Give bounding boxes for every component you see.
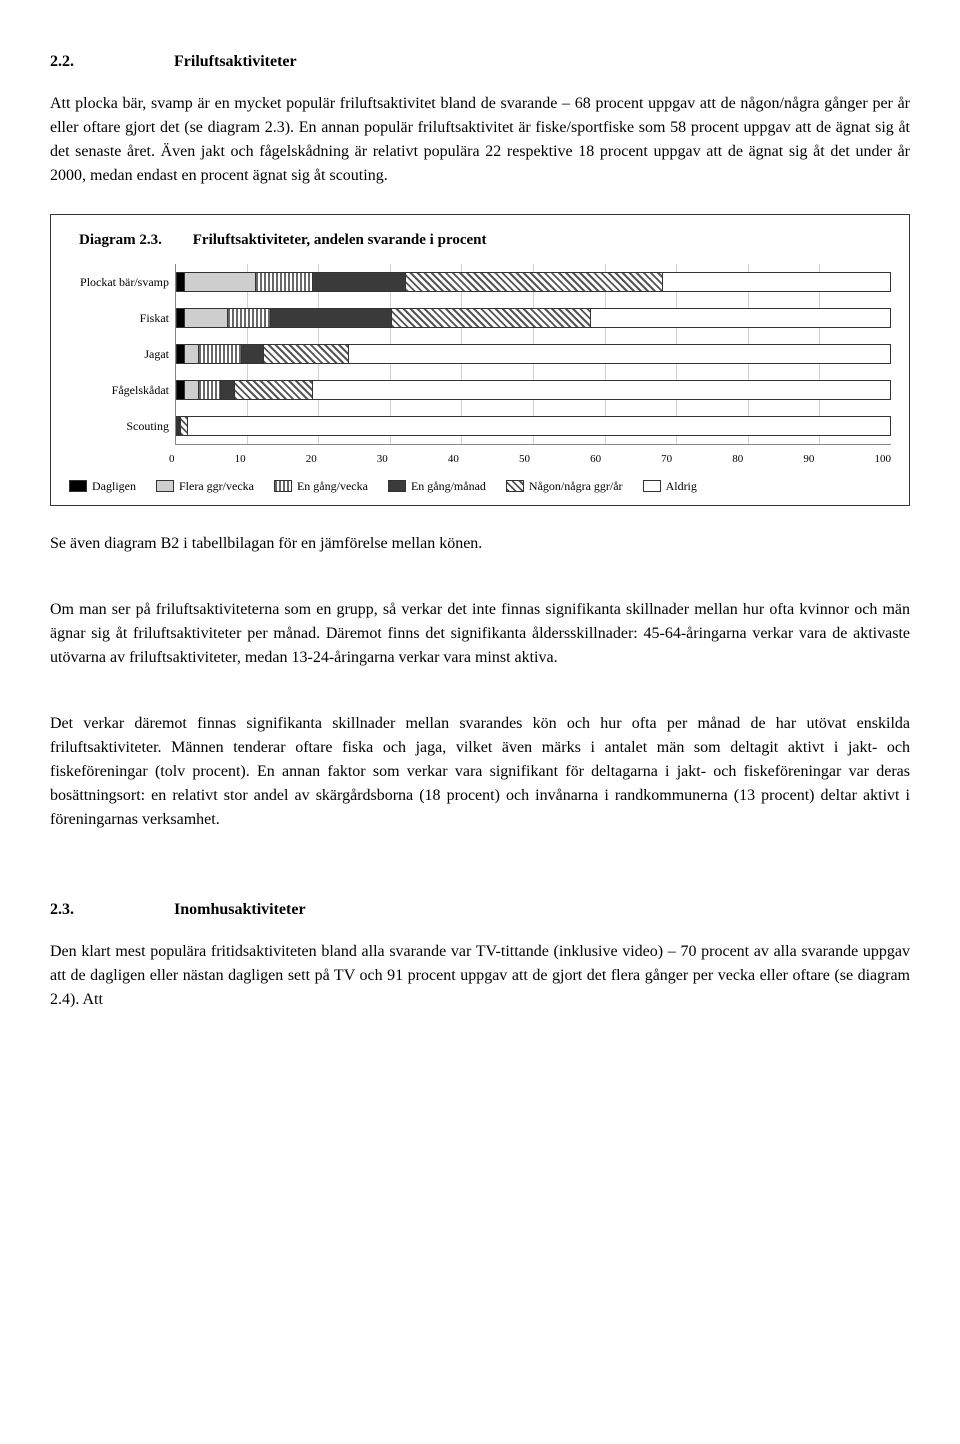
chart-diagram-2-3: Diagram 2.3. Friluftsaktiviteter, andele… [50, 214, 910, 506]
chart-x-tick: 100 [874, 451, 891, 468]
chart-bar [176, 380, 891, 400]
chart-area: Plockat bär/svampFiskatJagatFågelskådatS… [69, 264, 891, 445]
chart-bars [175, 264, 891, 445]
legend-item: Flera ggr/vecka [156, 477, 254, 495]
chart-title-number: Diagram 2.3. [79, 229, 189, 252]
chart-legend: Dagligen Flera ggr/vecka En gång/vecka En g… [69, 477, 891, 495]
section-number: 2.3. [50, 898, 170, 922]
legend-label: En gång/månad [411, 477, 486, 495]
paragraph-group: Om man ser på friluftsaktiviteterna som … [50, 598, 910, 670]
legend-label: Aldrig [666, 477, 697, 495]
chart-bar-segment [187, 417, 890, 435]
chart-y-label: Plockat bär/svamp [69, 264, 169, 300]
chart-x-tick: 70 [661, 451, 672, 468]
paragraph-2-3-1: Den klart mest populära fritidsaktivitet… [50, 940, 910, 1012]
chart-x-tick: 60 [590, 451, 601, 468]
chart-y-label: Fågelskådat [69, 372, 169, 408]
chart-bar-segment [270, 309, 391, 327]
legend-item: Aldrig [643, 477, 697, 495]
chart-bar [176, 344, 891, 364]
chart-x-tick: 30 [377, 451, 388, 468]
chart-x-axis: 0 10 20 30 40 50 60 70 80 90 100 [169, 451, 891, 468]
legend-swatch [388, 480, 406, 492]
section-heading-2-3: 2.3. Inomhusaktiviteter [50, 898, 910, 922]
chart-x-tick: 90 [803, 451, 814, 468]
chart-bar-row [176, 300, 891, 336]
chart-x-tick: 50 [519, 451, 530, 468]
legend-label: Någon/några ggr/år [529, 477, 623, 495]
chart-bar-row [176, 372, 891, 408]
chart-y-labels: Plockat bär/svampFiskatJagatFågelskådatS… [69, 264, 175, 445]
chart-bar-segment [177, 381, 184, 399]
chart-x-tick: 0 [169, 451, 175, 468]
chart-bar-row [176, 408, 891, 444]
chart-bar-row [176, 336, 891, 372]
chart-bar-segment [198, 381, 219, 399]
chart-bar-segment [255, 273, 312, 291]
section-number: 2.2. [50, 50, 170, 74]
chart-bar-segment [220, 381, 234, 399]
chart-bar-segment [184, 273, 255, 291]
paragraph-ref: Se även diagram B2 i tabellbilagan för e… [50, 532, 910, 556]
section-title: Friluftsaktiviteter [174, 53, 297, 70]
legend-swatch [506, 480, 524, 492]
paragraph-gender: Det verkar däremot finnas signifikanta s… [50, 712, 910, 832]
legend-item: Dagligen [69, 477, 136, 495]
chart-bar-segment [177, 309, 184, 327]
chart-bar-segment [177, 345, 184, 363]
chart-bar-segment [590, 309, 889, 327]
legend-item: En gång/vecka [274, 477, 368, 495]
chart-bar [176, 272, 891, 292]
legend-swatch [69, 480, 87, 492]
chart-y-label: Fiskat [69, 300, 169, 336]
chart-bar-segment [405, 273, 662, 291]
section-title: Inomhusaktiviteter [174, 901, 306, 918]
chart-bar-row [176, 264, 891, 300]
legend-label: En gång/vecka [297, 477, 368, 495]
chart-bar-segment [184, 345, 198, 363]
chart-bar-segment [312, 273, 405, 291]
chart-bar-segment [198, 345, 241, 363]
legend-swatch [156, 480, 174, 492]
chart-x-axis-wrap: 0 10 20 30 40 50 60 70 80 90 100 [69, 447, 891, 468]
paragraph-2-2-1: Att plocka bär, svamp är en mycket popul… [50, 92, 910, 188]
chart-y-label: Jagat [69, 336, 169, 372]
chart-title: Diagram 2.3. Friluftsaktiviteter, andele… [189, 229, 891, 252]
chart-bar-segment [234, 381, 312, 399]
legend-swatch [643, 480, 661, 492]
chart-bar-segment [227, 309, 270, 327]
chart-bar-segment [263, 345, 349, 363]
legend-label: Dagligen [92, 477, 136, 495]
chart-bar-segment [662, 273, 890, 291]
chart-x-tick: 10 [235, 451, 246, 468]
chart-bar-segment [184, 381, 198, 399]
chart-bar [176, 416, 891, 436]
chart-bar-segment [391, 309, 591, 327]
legend-item: En gång/månad [388, 477, 486, 495]
chart-bar-segment [312, 381, 890, 399]
chart-title-text: Friluftsaktiviteter, andelen svarande i … [193, 232, 487, 248]
chart-x-tick: 40 [448, 451, 459, 468]
chart-bar-segment [180, 417, 187, 435]
chart-bar [176, 308, 891, 328]
chart-bar-segment [348, 345, 890, 363]
chart-bar-segment [241, 345, 262, 363]
chart-bar-segment [184, 309, 227, 327]
legend-label: Flera ggr/vecka [179, 477, 254, 495]
chart-bar-segment [177, 273, 184, 291]
legend-item: Någon/några ggr/år [506, 477, 623, 495]
chart-x-tick: 80 [732, 451, 743, 468]
chart-y-label: Scouting [69, 408, 169, 444]
chart-x-tick: 20 [306, 451, 317, 468]
section-heading-2-2: 2.2. Friluftsaktiviteter [50, 50, 910, 74]
legend-swatch [274, 480, 292, 492]
